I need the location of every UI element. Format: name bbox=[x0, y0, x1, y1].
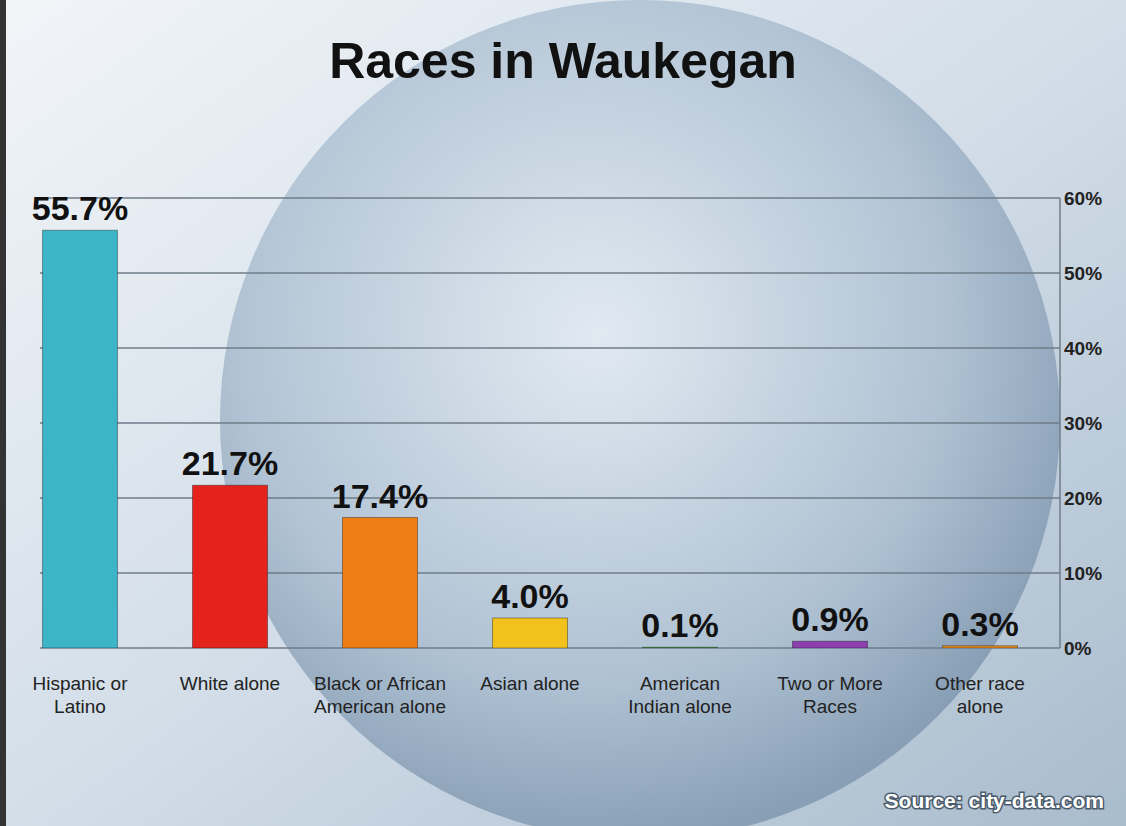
globe bbox=[220, 0, 1060, 826]
tick-label: 60% bbox=[1064, 188, 1102, 209]
tick-label: 0% bbox=[1064, 638, 1092, 659]
grid-line bbox=[40, 347, 1060, 349]
category-label: White alone bbox=[180, 673, 280, 694]
category-label: AmericanIndian alone bbox=[628, 673, 732, 717]
tick-label: 40% bbox=[1064, 338, 1102, 359]
data-label: 55.7% bbox=[32, 189, 128, 227]
data-label: 17.4% bbox=[332, 477, 428, 515]
bar bbox=[193, 485, 268, 648]
bar bbox=[493, 618, 568, 648]
tick-label: 20% bbox=[1064, 488, 1102, 509]
grid-line bbox=[40, 272, 1060, 274]
bar bbox=[43, 230, 118, 648]
source: Source: city-data.com bbox=[885, 789, 1104, 812]
category-label: Hispanic orLatino bbox=[32, 673, 128, 717]
category-label: Black or AfricanAmerican alone bbox=[314, 673, 446, 717]
data-label: 21.7% bbox=[182, 444, 278, 482]
tick-label: 50% bbox=[1064, 263, 1102, 284]
category-label: Other racealone bbox=[935, 673, 1025, 717]
data-label: 0.1% bbox=[641, 606, 719, 644]
tick-label: 10% bbox=[1064, 563, 1102, 584]
bar bbox=[793, 641, 868, 648]
left-border bbox=[0, 0, 6, 826]
category-label: Asian alone bbox=[480, 673, 579, 694]
data-label: 4.0% bbox=[491, 577, 569, 615]
bar bbox=[643, 647, 718, 648]
data-label: 0.9% bbox=[791, 600, 869, 638]
tick-label: 30% bbox=[1064, 413, 1102, 434]
category-label: Two or MoreRaces bbox=[777, 673, 883, 717]
bars bbox=[43, 230, 1018, 648]
data-label: 0.3% bbox=[941, 605, 1019, 643]
title: Races in Waukegan bbox=[329, 33, 797, 89]
bar bbox=[943, 646, 1018, 648]
chart: Races in Waukegan 0% 10% 20% 30% 40% 50% 60% 55.… bbox=[0, 0, 1126, 826]
grid-line bbox=[40, 422, 1060, 424]
bar bbox=[343, 518, 418, 649]
grid-line bbox=[40, 197, 1060, 199]
axis-line bbox=[1059, 198, 1061, 648]
